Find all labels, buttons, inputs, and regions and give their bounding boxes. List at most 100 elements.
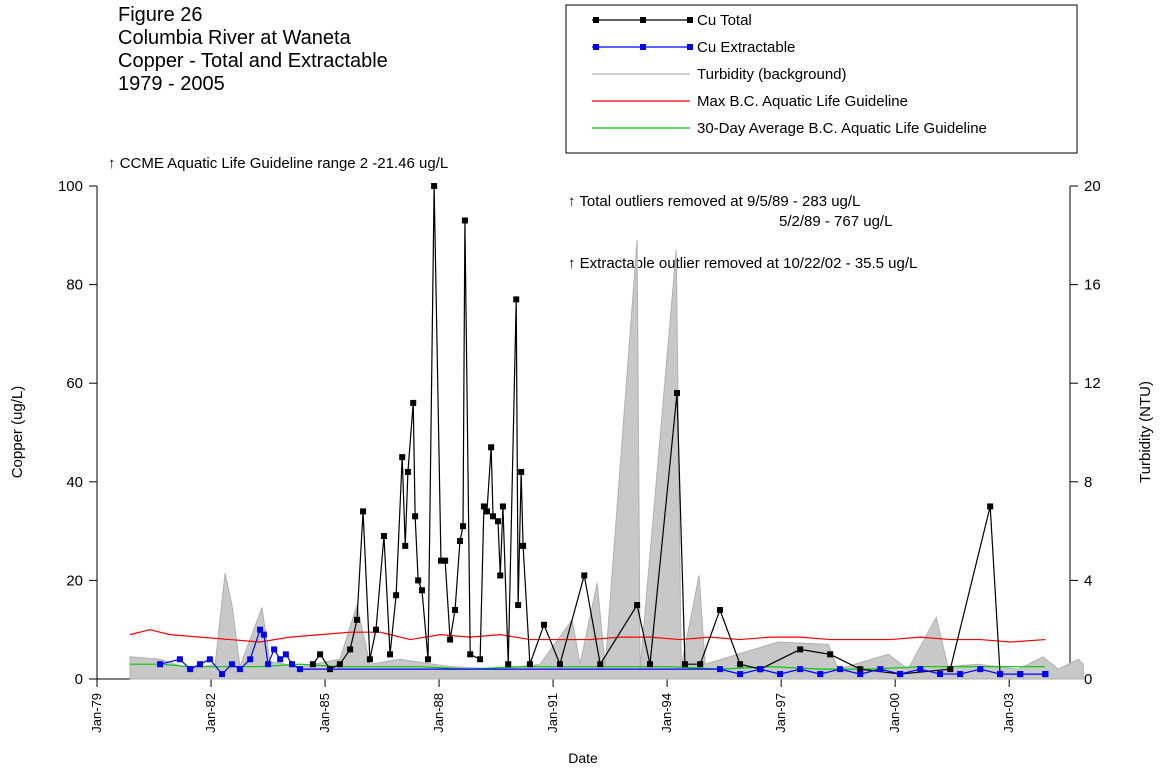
data-point xyxy=(260,631,267,638)
data-point xyxy=(372,626,379,633)
data-point xyxy=(777,671,784,678)
data-point xyxy=(987,503,994,510)
data-point xyxy=(757,666,764,673)
data-point xyxy=(412,513,419,520)
series-line xyxy=(159,628,1046,675)
x-tick-label: Jan-88 xyxy=(431,693,446,733)
chart-title: Figure 26 xyxy=(118,4,203,26)
data-point xyxy=(581,572,588,579)
legend-marker xyxy=(593,17,599,23)
data-point xyxy=(415,577,422,584)
legend-label: Turbidity (background) xyxy=(697,66,847,83)
x-tick-label: Jan-85 xyxy=(317,693,332,733)
y2-axis-label: Turbidity (NTU) xyxy=(1137,381,1154,483)
data-point xyxy=(336,661,343,668)
data-point xyxy=(857,666,864,673)
y-tick-label: 40 xyxy=(66,474,83,491)
y-axis-label: Copper (ug/L) xyxy=(9,386,26,479)
data-point xyxy=(410,399,417,406)
data-point xyxy=(380,533,387,540)
data-point xyxy=(477,656,484,663)
data-point xyxy=(797,646,804,653)
data-point xyxy=(393,592,400,599)
data-point xyxy=(1042,671,1049,678)
y-tick-label: 60 xyxy=(66,375,83,392)
annotation: ↑ Extractable outlier removed at 10/22/0… xyxy=(568,255,917,272)
data-point xyxy=(737,661,744,668)
x-tick-label: Jan-94 xyxy=(659,693,674,733)
y-tick-label: 0 xyxy=(75,671,83,688)
data-point xyxy=(452,606,459,613)
data-point xyxy=(505,661,512,668)
series-line xyxy=(130,663,1046,670)
data-point xyxy=(494,518,501,525)
data-point xyxy=(236,666,243,673)
data-point xyxy=(282,651,289,658)
data-point xyxy=(437,557,444,564)
data-point xyxy=(490,513,497,520)
chart-title: 1979 - 2005 xyxy=(118,73,225,95)
data-point xyxy=(597,661,604,668)
data-point xyxy=(857,671,864,678)
data-point xyxy=(513,296,520,303)
data-point xyxy=(499,503,506,510)
data-point xyxy=(634,602,641,609)
legend-marker xyxy=(640,17,646,23)
data-point xyxy=(366,656,373,663)
turbidity-area xyxy=(129,240,1084,680)
data-point xyxy=(827,651,834,658)
data-point xyxy=(197,661,204,668)
annotation: ↑ Total outliers removed at 9/5/89 - 283… xyxy=(568,193,860,210)
data-point xyxy=(520,542,527,549)
data-point xyxy=(681,661,688,668)
data-point xyxy=(556,661,563,668)
chart-title: Columbia River at Waneta xyxy=(118,27,352,49)
data-point xyxy=(673,390,680,397)
y2-tick-label: 4 xyxy=(1084,572,1092,589)
data-point xyxy=(515,602,522,609)
y2-tick-label: 20 xyxy=(1084,178,1101,195)
data-point xyxy=(431,183,438,189)
data-point xyxy=(488,444,495,451)
data-point xyxy=(206,656,213,663)
data-point xyxy=(460,523,467,530)
legend-label: Cu Extractable xyxy=(697,39,795,56)
data-point xyxy=(288,661,295,668)
x-axis-label: Date xyxy=(568,750,598,766)
data-point xyxy=(442,557,449,564)
x-tick-label: Jan-79 xyxy=(89,693,104,733)
annotation: 5/2/89 - 767 ug/L xyxy=(779,213,892,230)
data-point xyxy=(697,661,704,668)
data-point xyxy=(483,508,490,515)
data-point xyxy=(716,606,723,613)
data-point xyxy=(347,646,354,653)
data-point xyxy=(817,671,824,678)
data-point xyxy=(157,661,164,668)
chart-title: Copper - Total and Extractable xyxy=(118,50,388,72)
data-point xyxy=(716,666,723,673)
data-point xyxy=(176,656,183,663)
data-point xyxy=(467,651,474,658)
data-point xyxy=(418,587,425,594)
legend-marker xyxy=(687,44,693,50)
data-point xyxy=(837,666,844,673)
data-point xyxy=(219,671,226,678)
legend-marker xyxy=(687,17,693,23)
data-point xyxy=(957,671,964,678)
data-point xyxy=(497,572,504,579)
x-tick-label: Jan-00 xyxy=(887,693,902,733)
y2-tick-label: 0 xyxy=(1084,671,1092,688)
data-point xyxy=(540,621,547,628)
data-point xyxy=(1017,671,1024,678)
x-tick-label: Jan-03 xyxy=(1001,693,1016,733)
legend-label: Max B.C. Aquatic Life Guideline xyxy=(697,93,908,110)
y-tick-label: 100 xyxy=(58,178,83,195)
data-point xyxy=(897,671,904,678)
data-point xyxy=(353,616,360,623)
data-point xyxy=(277,656,284,663)
data-point xyxy=(228,661,235,668)
legend-label: Cu Total xyxy=(697,12,752,29)
data-point xyxy=(917,666,924,673)
data-point xyxy=(265,661,272,668)
x-tick-label: Jan-91 xyxy=(545,693,560,733)
